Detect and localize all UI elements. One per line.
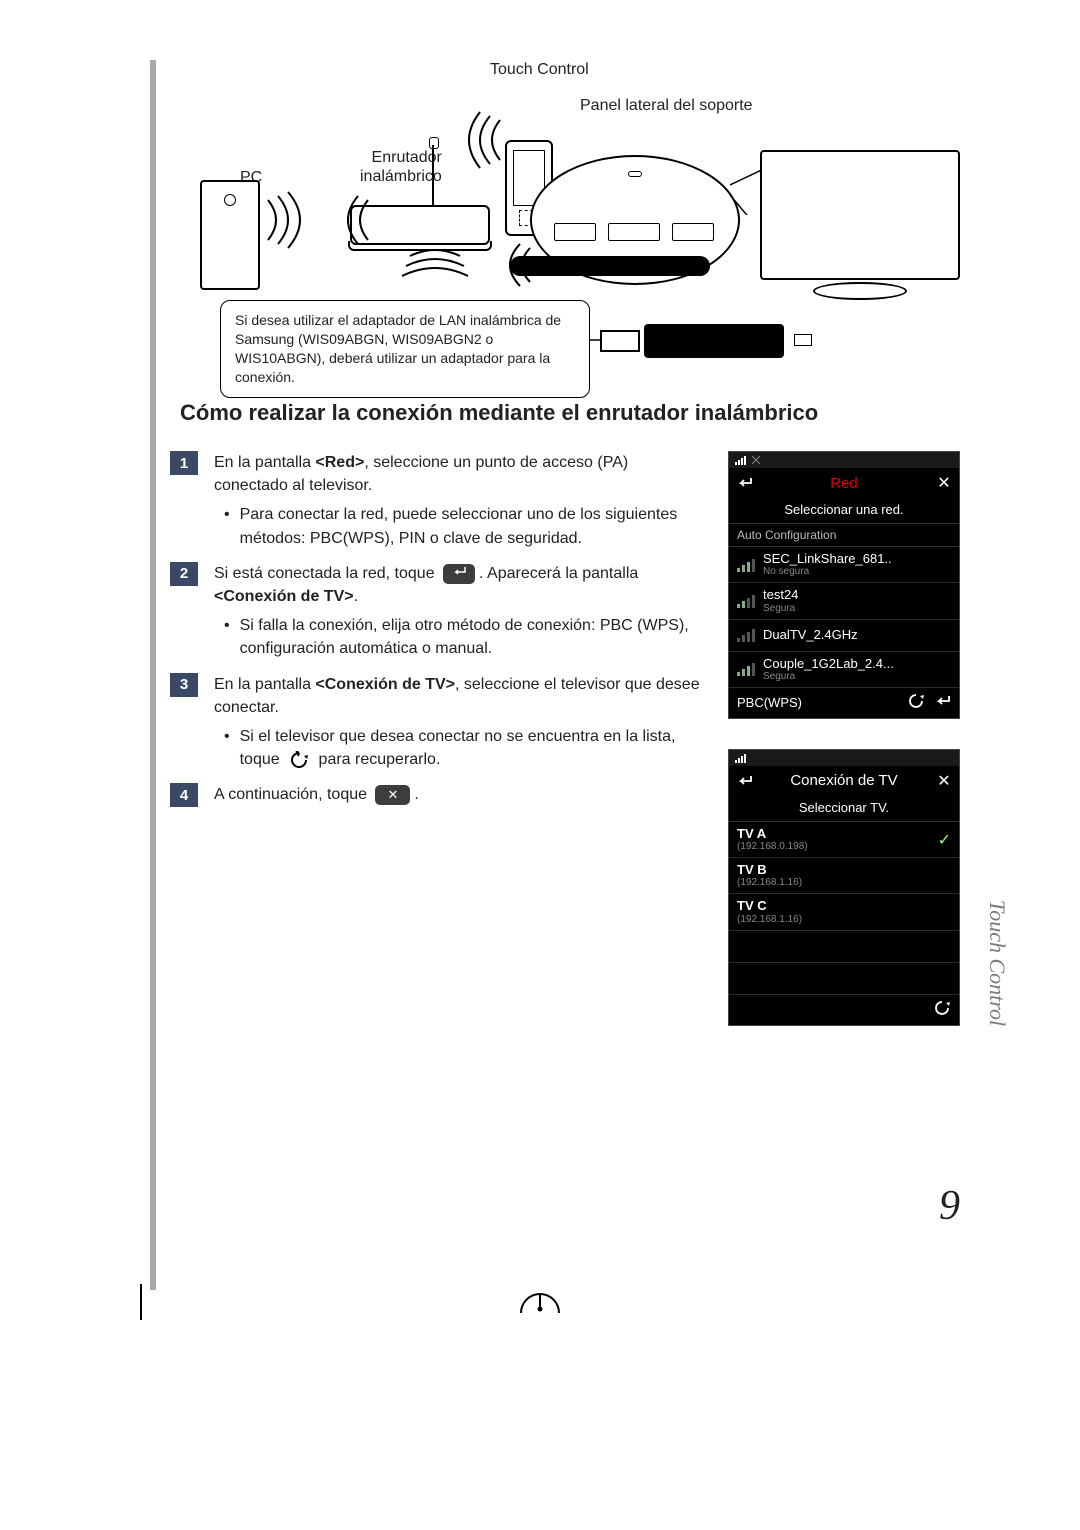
- left-grey-bar: [150, 60, 156, 1290]
- close-icon[interactable]: ✕: [929, 766, 959, 796]
- remote-icon: [510, 256, 710, 276]
- check-icon: ✓: [938, 830, 951, 850]
- step-1: 1 En la pantalla <Red>, seleccione un pu…: [170, 451, 704, 550]
- step-text: En la pantalla <Red>, seleccione un punt…: [214, 451, 704, 497]
- wifi-arcs-icon: [400, 250, 470, 300]
- label-touch-control: Touch Control: [490, 60, 589, 79]
- side-tab-label: Touch Control: [984, 900, 1010, 1026]
- usb-adapter-icon: [600, 320, 800, 370]
- wifi-arcs-icon: [262, 190, 322, 250]
- steps-list: 1 En la pantalla <Red>, seleccione un pu…: [170, 451, 704, 1056]
- step-2: 2 Si está conectada la red, toque . Apar…: [170, 562, 704, 661]
- tv-monitor-icon: [760, 150, 960, 280]
- tv-item[interactable]: TV B(192.168.1.16): [729, 858, 959, 894]
- adapter-note-box: Si desea utilizar el adaptador de LAN in…: [220, 300, 590, 398]
- crop-tick: [140, 1284, 142, 1320]
- step-4: 4 A continuación, toque ✕.: [170, 783, 704, 807]
- pc-icon: [200, 180, 260, 290]
- phone-subtitle: Seleccionar una red.: [729, 498, 959, 524]
- network-item[interactable]: Couple_1G2Lab_2.4...Segura: [729, 652, 959, 688]
- binder-mark-icon: [515, 1289, 565, 1320]
- back-icon[interactable]: [729, 766, 759, 796]
- connection-diagram: Touch Control Panel lateral del soporte …: [200, 60, 960, 370]
- phone-section-label: Auto Configuration: [729, 524, 959, 547]
- tv-item[interactable]: TV C(192.168.1.16): [729, 894, 959, 930]
- phone-status-bar: [729, 452, 959, 468]
- tv-item[interactable]: TV A(192.168.0.198) ✓: [729, 822, 959, 858]
- close-small-icon: [751, 455, 761, 465]
- step-text: A continuación, toque ✕.: [214, 783, 704, 806]
- step-text: En la pantalla <Conexión de TV>, selecci…: [214, 673, 704, 719]
- wifi-arcs-icon: [328, 190, 378, 250]
- close-icon[interactable]: ✕: [929, 468, 959, 498]
- label-panel-lateral: Panel lateral del soporte: [580, 96, 753, 115]
- phone-status-bar: [729, 750, 959, 766]
- enter-icon[interactable]: [933, 694, 951, 711]
- step-3: 3 En la pantalla <Conexión de TV>, selec…: [170, 673, 704, 772]
- signal-icon: [737, 662, 755, 676]
- step-badge: 3: [170, 673, 198, 697]
- network-item[interactable]: DualTV_2.4GHz: [729, 620, 959, 652]
- step-badge: 2: [170, 562, 198, 586]
- close-key-icon: ✕: [375, 785, 410, 805]
- step-bullet: Si el televisor que desea conectar no se…: [214, 725, 704, 771]
- wifi-arcs-icon: [460, 110, 510, 170]
- phone-footer: [729, 995, 959, 1025]
- signal-icon: [737, 594, 755, 608]
- label-router: Enrutador inalámbrico: [360, 148, 442, 186]
- return-key-icon: [443, 564, 475, 584]
- signal-icon: [735, 455, 747, 465]
- signal-icon: [737, 628, 755, 642]
- step-bullet: Para conectar la red, puede seleccionar …: [214, 503, 704, 549]
- phone-subtitle: Seleccionar TV.: [729, 796, 959, 822]
- step-badge: 4: [170, 783, 198, 807]
- pbc-wps-button[interactable]: PBC(WPS): [737, 695, 802, 710]
- phone-screenshot-tv: Conexión de TV ✕ Seleccionar TV. TV A(19…: [728, 749, 960, 1026]
- signal-icon: [737, 558, 755, 572]
- phone-title: Conexión de TV: [759, 772, 929, 789]
- back-icon[interactable]: [729, 468, 759, 498]
- signal-icon: [735, 753, 747, 763]
- router-antenna-icon: [432, 145, 434, 207]
- network-item[interactable]: SEC_LinkShare_681..No segura: [729, 547, 959, 583]
- page-number: 9: [939, 1182, 960, 1230]
- section-heading: Cómo realizar la conexión mediante el en…: [180, 400, 960, 426]
- phone-screenshot-red: Red ✕ Seleccionar una red. Auto Configur…: [728, 451, 960, 719]
- tv-item-empty: [729, 931, 959, 963]
- step-bullet: Si falla la conexión, elija otro método …: [214, 614, 704, 660]
- phone-title: Red: [759, 475, 929, 492]
- network-item[interactable]: test24Segura: [729, 583, 959, 619]
- refresh-icon[interactable]: [907, 693, 925, 712]
- step-text: Si está conectada la red, toque . Aparec…: [214, 562, 704, 608]
- phone-footer: PBC(WPS): [729, 688, 959, 718]
- refresh-icon: [288, 751, 310, 769]
- step-badge: 1: [170, 451, 198, 475]
- tv-item-empty: [729, 963, 959, 995]
- refresh-icon[interactable]: [933, 1000, 951, 1019]
